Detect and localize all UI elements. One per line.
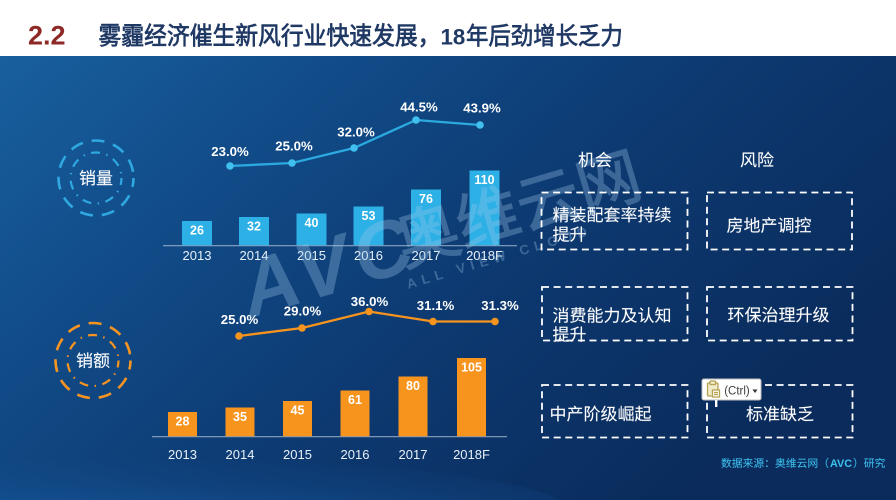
svg-text:36.0%: 36.0% [351,294,389,309]
svg-text:2015: 2015 [283,447,312,462]
svg-text:80: 80 [406,379,420,393]
svg-text:28: 28 [176,415,190,429]
svg-text:76: 76 [419,192,433,206]
svg-text:43.9%: 43.9% [463,101,501,116]
svg-text:2016: 2016 [354,248,383,263]
svg-text:32: 32 [247,220,261,234]
svg-text:25.0%: 25.0% [221,312,259,327]
svg-text:29.0%: 29.0% [284,304,322,319]
svg-text:2015: 2015 [297,248,326,263]
svg-text:45: 45 [291,404,305,418]
svg-text:105: 105 [461,361,482,375]
svg-text:25.0%: 25.0% [275,139,313,154]
svg-text:2.2: 2.2 [28,21,66,51]
svg-text:AVC: AVC [830,458,852,470]
svg-text:35: 35 [233,410,247,424]
svg-text:(Ctrl): (Ctrl) [724,386,750,398]
svg-text:53: 53 [362,209,376,223]
svg-text:2014: 2014 [240,248,269,263]
svg-text:32.0%: 32.0% [337,125,375,140]
svg-text:2016: 2016 [341,447,370,462]
svg-text:31.3%: 31.3% [481,298,519,313]
svg-text:2018F: 2018F [453,447,490,462]
svg-text:44.5%: 44.5% [400,100,438,115]
svg-text:18: 18 [441,25,466,50]
svg-text:2013: 2013 [183,248,212,263]
svg-text:2014: 2014 [226,447,255,462]
svg-text:2018F: 2018F [466,248,503,263]
svg-text:26: 26 [190,224,204,238]
svg-text:61: 61 [348,393,362,407]
svg-text:2013: 2013 [168,447,197,462]
svg-text:2017: 2017 [399,447,428,462]
svg-text:31.1%: 31.1% [417,298,455,313]
svg-text:23.0%: 23.0% [211,144,249,159]
svg-text:40: 40 [305,216,319,230]
svg-text:110: 110 [474,173,494,187]
